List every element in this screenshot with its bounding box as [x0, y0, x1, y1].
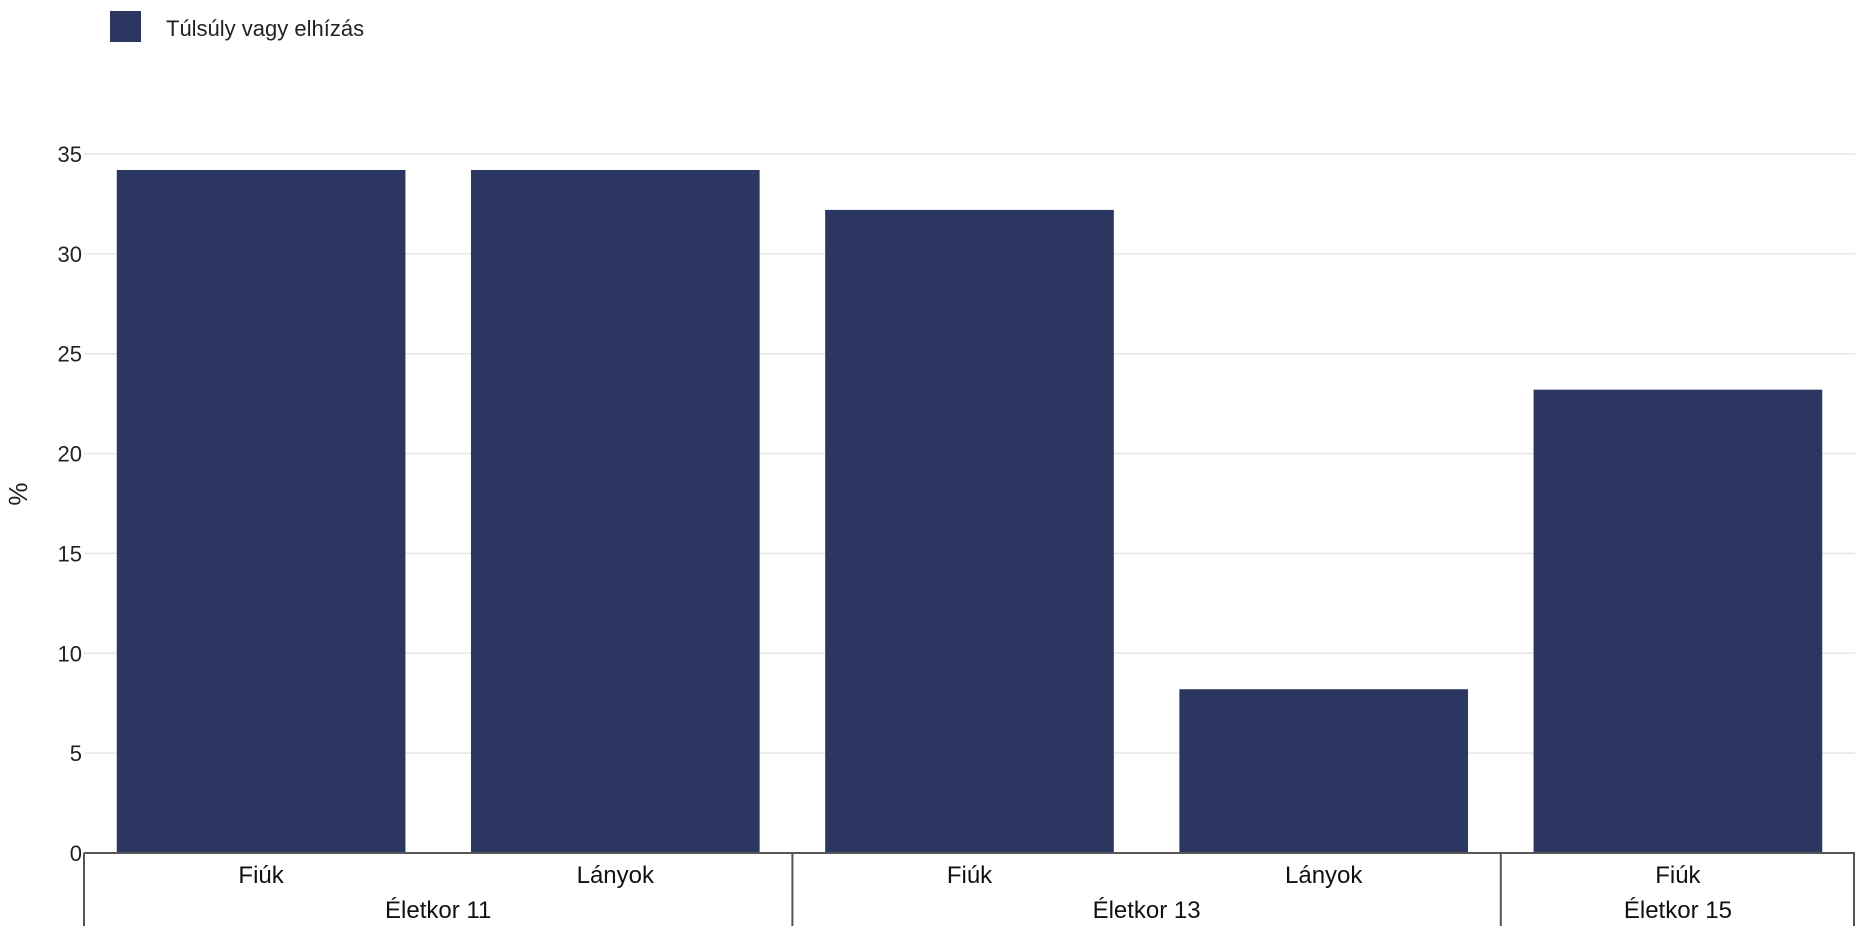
y-tick-label: 35: [58, 142, 82, 167]
y-tick-label: 5: [70, 741, 82, 766]
bar: [116, 169, 406, 853]
y-tick-label: 30: [58, 242, 82, 267]
legend-label: Túlsúly vagy elhízás: [166, 16, 364, 41]
x-category-label: Fiúk: [947, 862, 993, 889]
bar: [1533, 389, 1823, 853]
y-tick-label: 0: [70, 841, 82, 866]
y-tick-label: 20: [58, 442, 82, 467]
x-group-label: Életkor 11: [385, 897, 491, 924]
y-tick-labels: 0 5 10 15 20 25 30 35: [58, 142, 82, 866]
legend: Túlsúly vagy elhízás: [110, 11, 364, 42]
bars: [116, 169, 1823, 854]
x-group-label: Életkor 13: [1093, 897, 1201, 924]
legend-swatch: [110, 11, 141, 42]
x-category-label: Fiúk: [238, 862, 284, 889]
y-tick-label: 25: [58, 342, 82, 367]
x-axis: Fiúk Lányok Fiúk Lányok Fiúk Életkor 11 Életko…: [83, 852, 1855, 926]
x-group-label: Életkor 15: [1624, 897, 1732, 924]
x-category-label: Fiúk: [1655, 862, 1701, 889]
bar: [470, 169, 760, 853]
y-axis-title-text: %: [3, 482, 33, 505]
y-tick-label: 10: [58, 641, 82, 666]
bar: [1179, 689, 1469, 853]
y-tick-label: 15: [58, 541, 82, 566]
x-category-label: Lányok: [1285, 862, 1363, 889]
bar: [825, 209, 1114, 854]
y-axis-title: %: [3, 482, 33, 505]
x-category-label: Lányok: [577, 862, 655, 889]
